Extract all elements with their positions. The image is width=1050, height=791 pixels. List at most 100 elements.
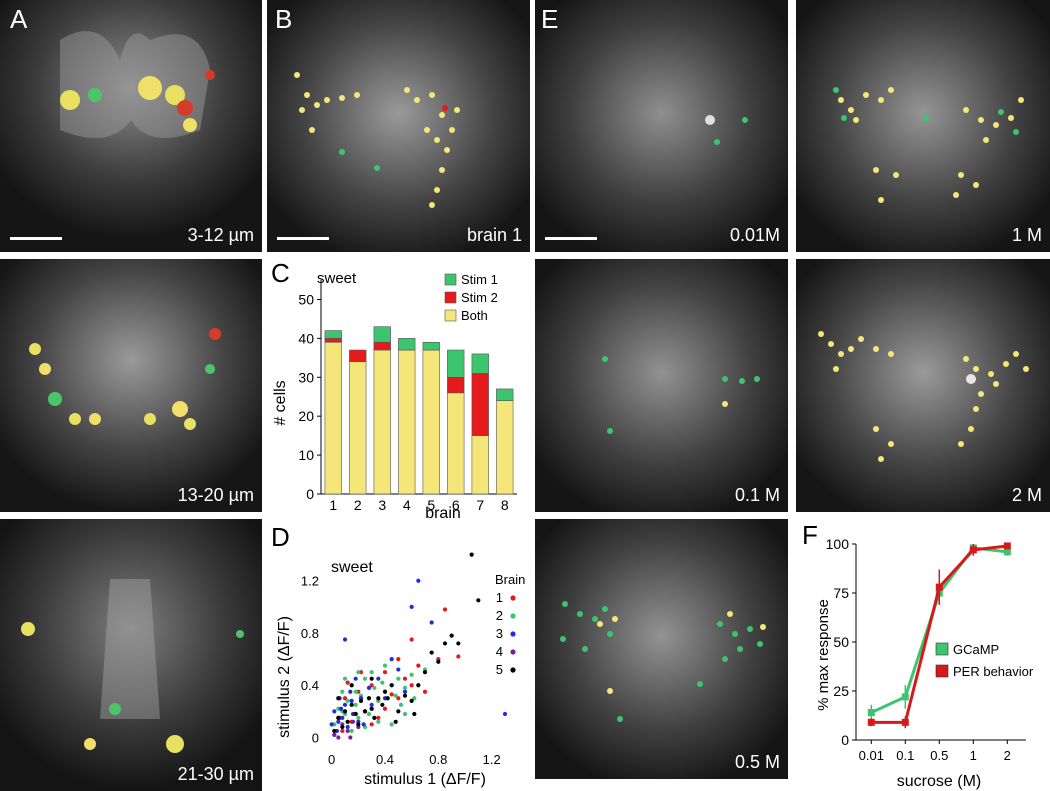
- chart-d-point: [369, 722, 374, 727]
- chart-c-ytick-label: 40: [298, 330, 314, 346]
- chart-f-point: [901, 718, 909, 726]
- chart-d-legend-title: Brain: [495, 572, 525, 587]
- micrograph-e-0-01M: E 0.01M: [535, 0, 788, 252]
- scale-bar: [545, 237, 597, 240]
- chart-d: sweet stimulus 2 (ΔF/F) stimulus 1 (ΔF/F…: [276, 552, 525, 788]
- chart-f-xtick-label: 2: [1004, 748, 1011, 763]
- panel-label-b: B: [275, 4, 293, 34]
- chart-c-bar-segment: [447, 392, 465, 495]
- chart-c-ytick-label: 20: [298, 408, 314, 424]
- chart-d-point: [336, 735, 341, 740]
- micrograph-e-2M-image: [796, 259, 1050, 512]
- chart-f-point: [901, 693, 909, 701]
- chart-f-ytick-label: 50: [833, 634, 849, 650]
- chart-d-legend-label: 1: [496, 590, 503, 605]
- chart-d-point: [456, 654, 461, 659]
- chart-c-xtick-label: 8: [501, 497, 509, 513]
- chart-d-point: [402, 693, 408, 698]
- chart-d-point: [382, 670, 388, 675]
- chart-d-point: [416, 663, 421, 668]
- chart-d-legend-marker: [510, 613, 516, 619]
- chart-d-point: [416, 578, 421, 583]
- chart-c-legend-swatch: [444, 273, 457, 286]
- concentration-caption: 1 M: [1011, 225, 1042, 245]
- chart-d-point: [338, 706, 344, 711]
- chart-d-point: [380, 702, 385, 707]
- chart-d-legend-marker: [510, 649, 516, 655]
- micrograph-a-top-image: [0, 0, 262, 252]
- scale-bar: [277, 237, 329, 240]
- chart-d-point: [449, 633, 454, 638]
- chart-c-ytick-label: 10: [298, 447, 314, 463]
- chart-d-xtick-label: 1.2: [483, 752, 501, 767]
- panel-label-e: E: [541, 4, 559, 34]
- chart-d-point: [340, 724, 345, 730]
- depth-caption: 13-20 µm: [177, 485, 254, 505]
- chart-c-bar-segment: [324, 338, 342, 343]
- chart-d-point: [382, 706, 388, 711]
- chart-d-point: [382, 663, 388, 668]
- chart-d-point: [409, 698, 414, 703]
- chart-c-xtick-label: 1: [329, 497, 337, 513]
- chart-d-point: [412, 711, 417, 717]
- chart-f-ytick-label: 0: [841, 732, 849, 748]
- chart-d-point: [398, 702, 404, 707]
- chart-c-xtick-label: 4: [403, 497, 411, 513]
- chart-d-point: [376, 719, 381, 724]
- chart-d-point: [369, 702, 374, 707]
- chart-c-bar-segment: [471, 373, 489, 436]
- chart-c-legend-swatch: [444, 309, 457, 322]
- panel-label-d: D: [271, 522, 290, 552]
- chart-d-point: [350, 719, 356, 724]
- chart-d-point: [342, 676, 348, 681]
- micrograph-e-0-01M-image: [535, 0, 788, 252]
- micrograph-a-top: A 3-12 µm: [0, 0, 262, 252]
- chart-d-point: [409, 637, 414, 642]
- chart-d-legend-marker: [510, 667, 516, 673]
- chart-d-point: [416, 683, 421, 688]
- chart-d-point: [345, 698, 350, 703]
- chart-d-point: [369, 683, 374, 688]
- chart-d-point: [342, 709, 348, 714]
- chart-d-point: [372, 715, 377, 720]
- chart-d-point: [396, 709, 401, 714]
- chart-d-point: [369, 706, 374, 711]
- chart-d-point: [442, 607, 448, 612]
- chart-c-bar-segment: [496, 400, 514, 495]
- chart-d-ytick-label: 0: [312, 730, 319, 745]
- chart-d-point: [345, 719, 350, 724]
- chart-c-bar-segment: [373, 326, 391, 343]
- chart-c-bar-segment: [373, 349, 391, 495]
- chart-d-point: [402, 685, 408, 690]
- chart-c-bar-segment: [422, 341, 440, 351]
- concentration-caption: 0.1 M: [734, 485, 780, 505]
- chart-f-ytick-label: 25: [833, 683, 849, 699]
- chart-c-xtick-label: 7: [476, 497, 484, 513]
- chart-d-point: [353, 676, 358, 681]
- chart-d-point: [422, 689, 428, 694]
- chart-d-ylabel: stimulus 2 (ΔF/F): [276, 616, 293, 738]
- chart-c-bar-segment: [324, 330, 342, 339]
- chart-d-point: [349, 728, 354, 734]
- panel-label-f: F: [802, 520, 818, 550]
- micrograph-b-image: [267, 0, 530, 252]
- chart-f-xtick-label: 0.5: [930, 748, 948, 763]
- chart-d-point: [402, 689, 408, 694]
- chart-d-point: [336, 696, 341, 701]
- chart-c-xtick-label: 6: [452, 497, 460, 513]
- chart-d-legend-label: 3: [496, 626, 503, 641]
- brain-caption: brain 1: [466, 225, 522, 245]
- chart-d-point: [342, 637, 348, 642]
- chart-d-point: [429, 620, 434, 625]
- chart-d-point: [336, 719, 341, 724]
- chart-d-point: [389, 657, 394, 662]
- micrograph-a-bottom: 21-30 µm: [0, 519, 262, 791]
- chart-d-point: [389, 692, 394, 697]
- chart-c-bar-segment: [324, 341, 342, 495]
- chart-d-point: [396, 676, 401, 681]
- chart-d-point: [409, 604, 414, 609]
- chart-d-xlabel: stimulus 1 (ΔF/F): [364, 771, 486, 788]
- chart-c-bar-segment: [471, 353, 489, 374]
- micrograph-a-middle: 13-20 µm: [0, 259, 262, 512]
- chart-d-point: [502, 711, 508, 717]
